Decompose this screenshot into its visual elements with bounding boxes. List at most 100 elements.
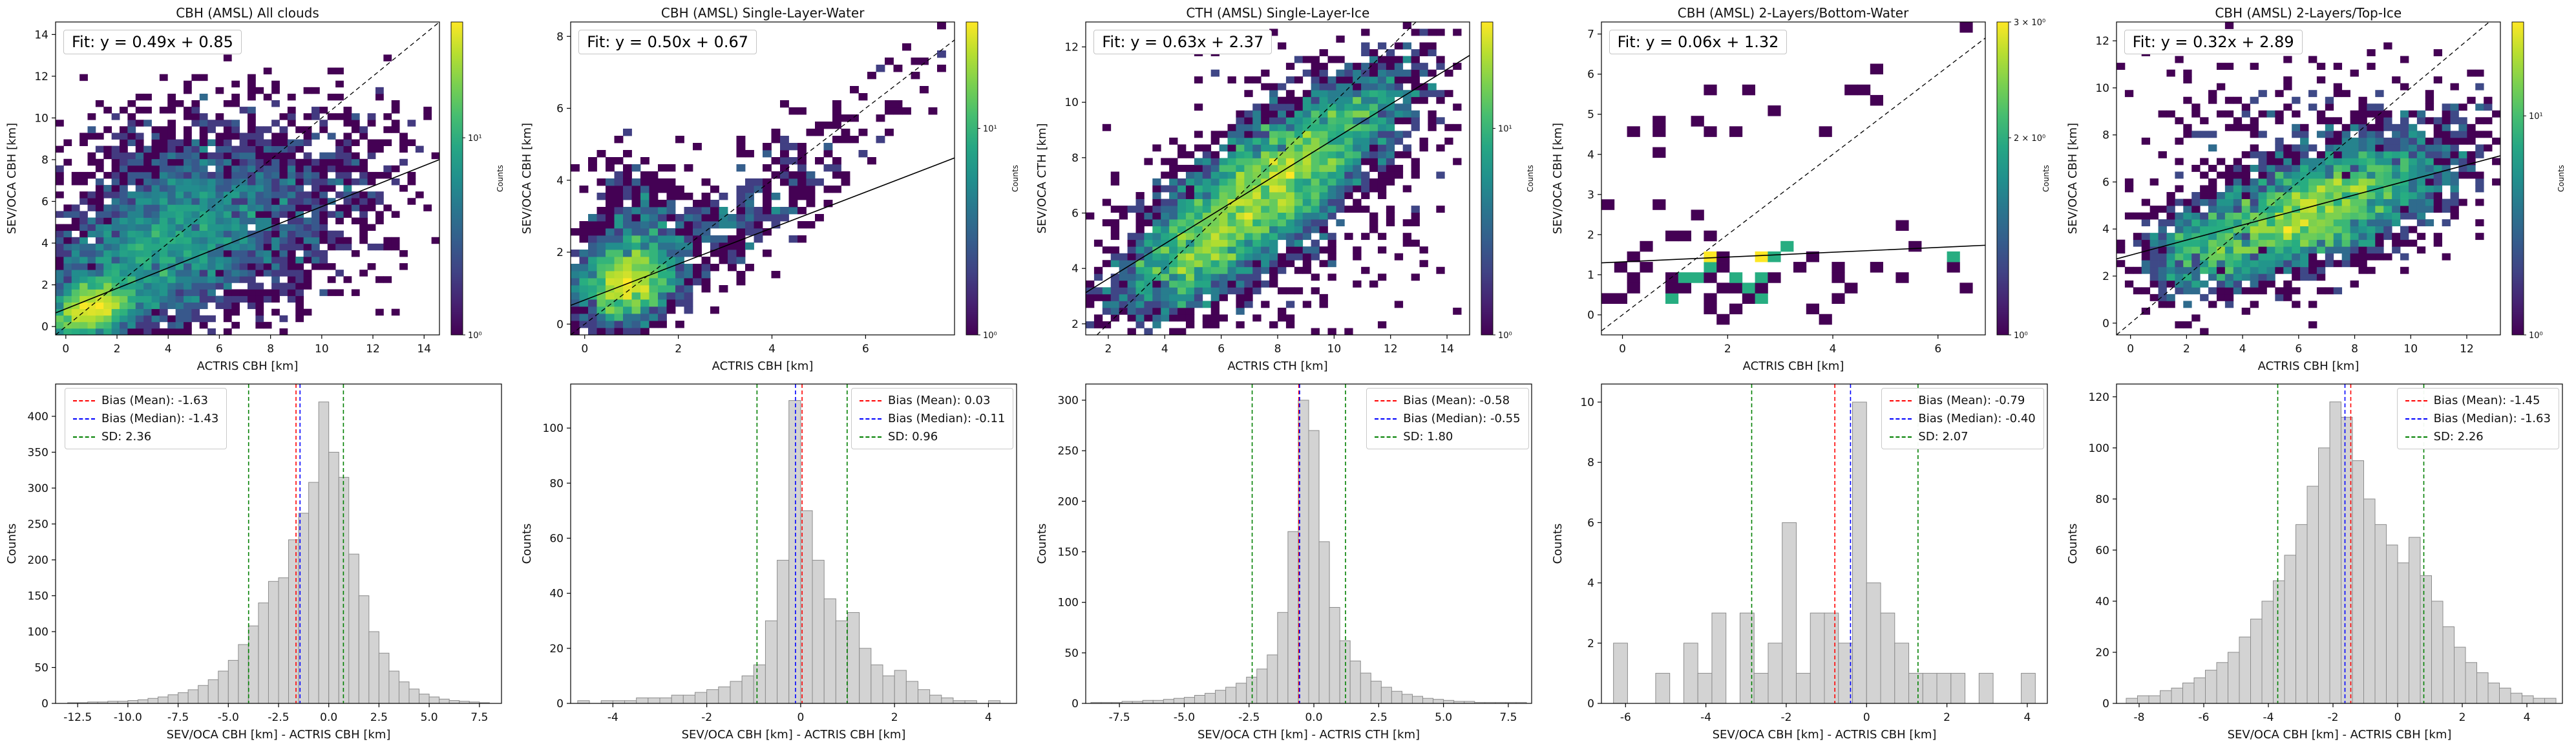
svg-text:3 × 10⁰: 3 × 10⁰	[2014, 18, 2045, 28]
svg-text:2: 2	[1587, 637, 1594, 650]
svg-text:0: 0	[2394, 711, 2401, 724]
x-axis: 0 2 4 6 8 10 12 14 ACTRIS CBH [km]	[62, 335, 431, 373]
svg-text:4: 4	[165, 343, 172, 356]
median-line-swatch	[1375, 418, 1397, 420]
svg-text:SEV/OCA CTH [km] - ACTRIS CTH: SEV/OCA CTH [km] - ACTRIS CTH [km]	[1198, 728, 1420, 742]
svg-text:-8: -8	[2133, 711, 2144, 724]
svg-text:8: 8	[1274, 343, 1282, 356]
legend-label: Bias (Median): -0.55	[1403, 412, 1521, 425]
legend-label: Bias (Median): -0.40	[1918, 412, 2036, 425]
mean-line-swatch	[1890, 400, 1912, 401]
svg-text:300: 300	[28, 482, 48, 495]
svg-text:20: 20	[550, 643, 564, 656]
x-axis: -8 -6 -4 -2 0 2 4 SEV/OCA CBH [km] - ACTRIS CBH…	[2133, 703, 2530, 742]
svg-text:10: 10	[1327, 343, 1342, 356]
y-axis: 0 2 4 6 8 10 Counts	[1551, 396, 1601, 711]
svg-text:4: 4	[2239, 343, 2246, 356]
svg-text:12: 12	[1384, 343, 1398, 356]
fit-line	[1085, 54, 1470, 294]
legend-entry-median: Bias (Median): -1.63	[2405, 412, 2551, 425]
legend-entry-median: Bias (Median): -1.43	[73, 412, 218, 425]
svg-text:10⁰: 10⁰	[983, 331, 997, 341]
svg-text:4: 4	[768, 343, 776, 356]
svg-text:-10.0: -10.0	[114, 711, 142, 724]
svg-text:8: 8	[2102, 129, 2109, 142]
plot-frame	[570, 21, 955, 336]
svg-text:10¹: 10¹	[468, 134, 482, 144]
svg-text:10: 10	[315, 343, 329, 356]
svg-text:2: 2	[114, 343, 121, 356]
svg-text:Counts: Counts	[2557, 165, 2566, 192]
legend-label: Bias (Mean): -1.45	[2433, 394, 2540, 407]
svg-text:100: 100	[543, 422, 564, 435]
y-axis: 0 20 40 60 80 100 Counts	[520, 422, 571, 711]
mean-line-swatch	[73, 400, 95, 401]
svg-text:SEV/OCA CTH [km]: SEV/OCA CTH [km]	[1035, 123, 1049, 234]
panel-single-layer-ice-histogram: -7.5 -5.0 -2.5 0.0 2.5 5.0 7.5 SEV/OCA CTH [km]…	[1030, 374, 1545, 748]
svg-text:0: 0	[556, 318, 564, 331]
svg-text:0: 0	[1587, 309, 1594, 322]
svg-text:14: 14	[417, 343, 431, 356]
legend-entry-median: Bias (Median): -0.40	[1890, 412, 2036, 425]
colorbar: 10¹ 10⁰ Counts	[966, 21, 1020, 341]
mean-line-swatch	[1375, 400, 1397, 401]
panel-single-layer-water-histogram: -4 -2 0 2 4 SEV/OCA CBH [km] - ACTRIS CBH [km…	[515, 374, 1030, 748]
svg-text:8: 8	[2351, 343, 2358, 356]
median-line-swatch	[1890, 418, 1912, 420]
svg-text:10: 10	[34, 112, 48, 125]
median-line-swatch	[73, 418, 95, 420]
fit-line	[570, 157, 955, 306]
svg-text:0: 0	[1587, 698, 1594, 711]
svg-text:2: 2	[2458, 711, 2465, 724]
colorbar: 3 × 10⁰ 2 × 10⁰ 10⁰ Counts	[1996, 18, 2051, 341]
sd-line-swatch	[1375, 436, 1397, 438]
x-axis: -4 -2 0 2 4 SEV/OCA CBH [km] - ACTRIS CBH [km…	[607, 703, 992, 742]
legend-label: Bias (Mean): -0.58	[1403, 394, 1510, 407]
svg-text:SEV/OCA CBH [km] - ACTRIS CBH: SEV/OCA CBH [km] - ACTRIS CBH [km]	[167, 728, 391, 742]
svg-text:4: 4	[556, 175, 564, 187]
identity-line	[1601, 37, 1985, 332]
svg-text:-6: -6	[2198, 711, 2209, 724]
svg-text:4: 4	[2102, 223, 2109, 236]
panel-2layers-bottom-water-2dhist: 0 2 4 6 ACTRIS CBH [km] 0 1 2 3 4 5 6 7 SEV/OCA CBH […	[1546, 0, 2061, 374]
svg-text:SEV/OCA CBH [km]: SEV/OCA CBH [km]	[520, 123, 534, 234]
plot-title: CBH (AMSL) Single-Layer-Water	[660, 5, 865, 21]
svg-text:7.5: 7.5	[1500, 711, 1517, 724]
svg-text:6: 6	[41, 195, 48, 208]
svg-text:-2.5: -2.5	[1239, 711, 1260, 724]
svg-text:300: 300	[1058, 394, 1079, 407]
svg-text:0.0: 0.0	[320, 711, 337, 724]
plot-frame	[1085, 383, 1532, 704]
panel-single-layer-water-2dhist: 0 2 4 6 ACTRIS CBH [km] 0 2 4 6 8 SEV/OCA CBH [km]…	[515, 0, 1030, 374]
svg-text:6: 6	[862, 343, 869, 356]
svg-text:10¹: 10¹	[1498, 125, 1512, 134]
svg-text:7: 7	[1587, 28, 1594, 41]
svg-text:4: 4	[2523, 711, 2530, 724]
plot-frame	[2116, 21, 2501, 336]
svg-text:200: 200	[1058, 495, 1079, 508]
scatter-2d-histogram: 0 2 4 6 8 10 12 14 ACTRIS CBH [km] 0 2 4 6 8 10 12 14 SEV…	[5, 21, 505, 373]
svg-text:0: 0	[1072, 698, 1079, 711]
legend-entry-sd: SD: 2.07	[1890, 430, 2035, 443]
identity-line	[570, 39, 955, 336]
svg-text:6: 6	[2102, 176, 2109, 189]
scatter-2d-histogram: 0 2 4 6 ACTRIS CBH [km] 0 2 4 6 8 SEV/OCA CBH [km]…	[520, 21, 1020, 373]
svg-text:150: 150	[1058, 546, 1079, 559]
svg-text:4: 4	[1161, 343, 1168, 356]
svg-text:2: 2	[1724, 343, 1731, 356]
sd-line-swatch	[73, 436, 95, 438]
svg-text:5.0: 5.0	[1435, 711, 1452, 724]
svg-text:2: 2	[1587, 229, 1594, 242]
x-axis: 0 2 4 6 ACTRIS CBH [km]	[582, 335, 869, 373]
svg-text:-6: -6	[1620, 711, 1631, 724]
svg-text:50: 50	[34, 661, 48, 674]
colorbar: 10¹ 10⁰ Counts	[1481, 21, 1535, 341]
svg-text:-2.5: -2.5	[268, 711, 289, 724]
svg-text:10⁰: 10⁰	[2529, 331, 2543, 341]
x-axis: 0 2 4 6 8 10 12 ACTRIS CBH [km]	[2127, 335, 2474, 373]
svg-text:SEV/OCA CBH [km] - ACTRIS CBH: SEV/OCA CBH [km] - ACTRIS CBH [km]	[2227, 728, 2451, 742]
svg-text:10: 10	[2095, 82, 2109, 95]
colorbar: 10¹ 10⁰ Counts	[450, 21, 505, 341]
difference-histogram: -8 -6 -4 -2 0 2 4 SEV/OCA CBH [km] - ACTRIS CBH…	[2066, 383, 2563, 742]
